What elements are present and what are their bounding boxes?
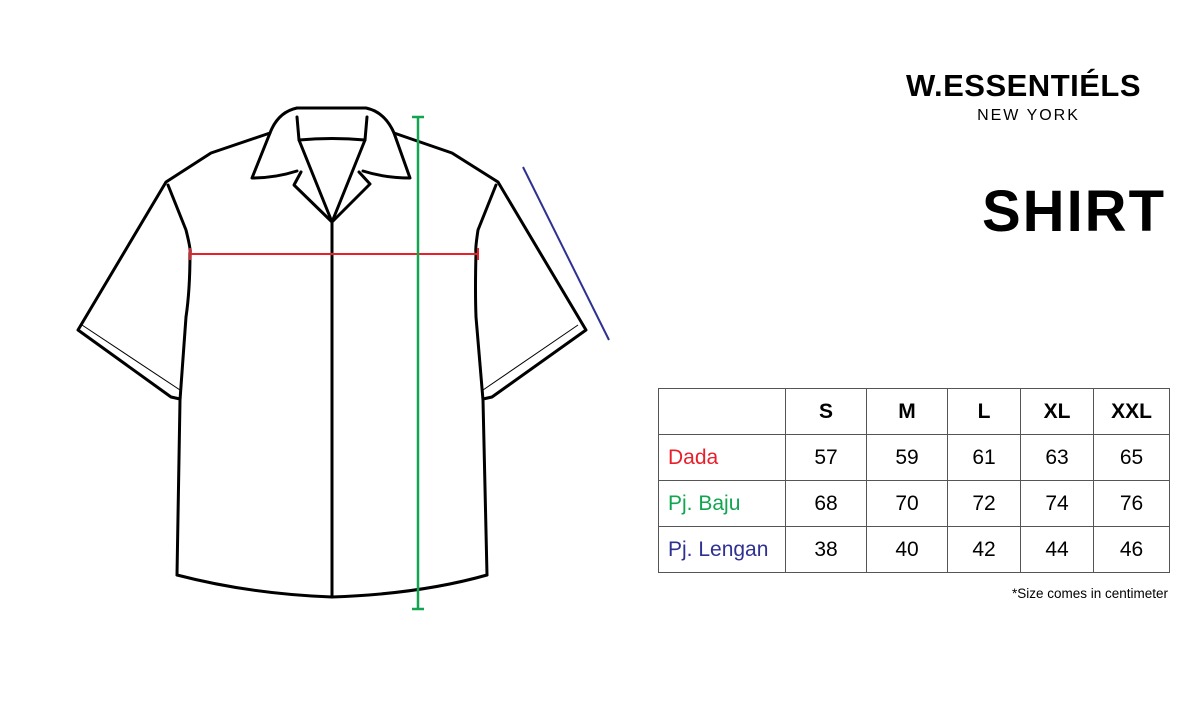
table-cell: 74 [1020, 480, 1094, 527]
table-cell: 42 [947, 526, 1021, 573]
sleeve-measure-line [522, 166, 610, 341]
size-header: M [866, 388, 948, 435]
empty-header-cell [658, 388, 786, 435]
table-cell: 65 [1093, 434, 1170, 481]
measurement-lines [189, 115, 610, 611]
shirt-illustration [76, 106, 610, 611]
size-header: L [947, 388, 1021, 435]
cuff-lines [81, 324, 579, 391]
table-cell: 59 [866, 434, 948, 481]
length-measure-line [412, 115, 424, 611]
table-cell: 72 [947, 480, 1021, 527]
table-cell: 38 [785, 526, 867, 573]
table-row: Pj. Baju 68 70 72 74 76 [658, 480, 1170, 527]
brand-city: NEW YORK [977, 107, 1080, 124]
table-cell: 57 [785, 434, 867, 481]
table-cell: 68 [785, 480, 867, 527]
size-table: S M L XL XXL Dada 57 59 61 63 65 Pj. Baj… [658, 388, 1170, 573]
size-header: S [785, 388, 867, 435]
size-header-row: S M L XL XXL [658, 388, 1170, 435]
chest-measure-line [189, 248, 479, 260]
size-header: XXL [1093, 388, 1170, 435]
table-cell: 61 [947, 434, 1021, 481]
size-note: *Size comes in centimeter [1011, 586, 1168, 601]
product-title: SHIRT [982, 179, 1166, 244]
table-cell: 76 [1093, 480, 1170, 527]
row-label-length: Pj. Baju [658, 480, 786, 527]
table-row: Pj. Lengan 38 40 42 44 46 [658, 526, 1170, 573]
brand-name: W.ESSENTIÉLS [905, 68, 1142, 103]
row-label-chest: Dada [658, 434, 786, 481]
table-cell: 44 [1020, 526, 1094, 573]
table-row: Dada 57 59 61 63 65 [658, 434, 1170, 481]
row-label-sleeve: Pj. Lengan [658, 526, 786, 573]
shirt-outline [76, 106, 588, 599]
table-cell: 70 [866, 480, 948, 527]
table-cell: 46 [1093, 526, 1170, 573]
table-cell: 40 [866, 526, 948, 573]
size-header: XL [1020, 388, 1094, 435]
table-cell: 63 [1020, 434, 1094, 481]
